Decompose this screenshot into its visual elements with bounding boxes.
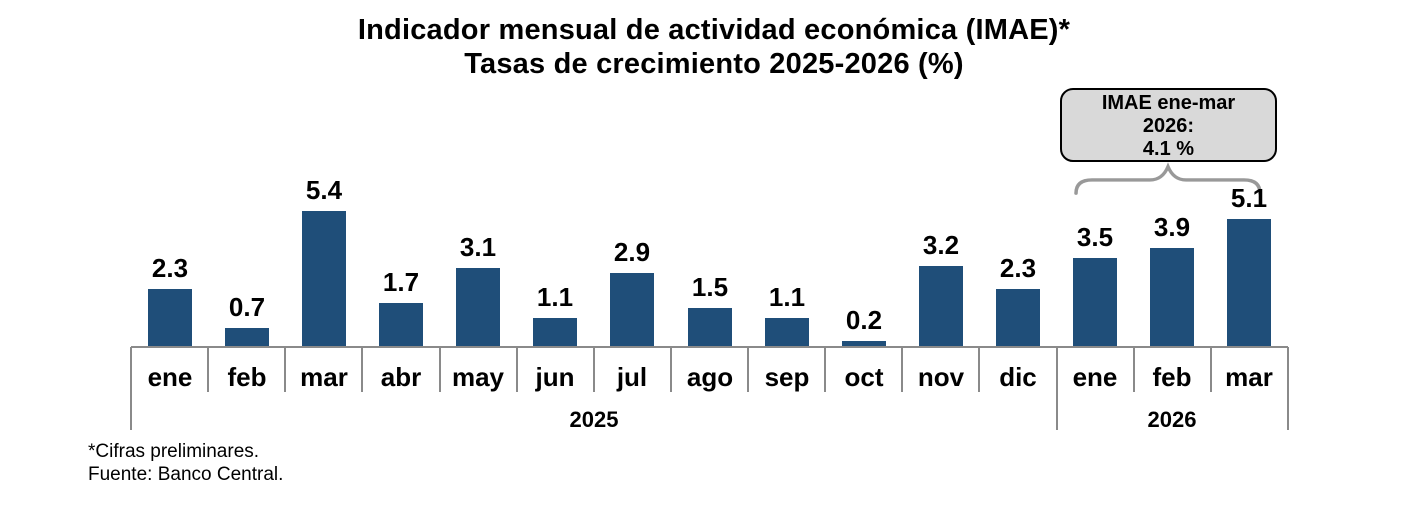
month-label: feb bbox=[227, 362, 267, 392]
bar-mar-14 bbox=[1227, 219, 1271, 346]
month-label: ene bbox=[1072, 362, 1118, 392]
value-label: 2.3 bbox=[151, 253, 189, 283]
value-label: 3.5 bbox=[1076, 222, 1114, 252]
axis-tick-minor bbox=[747, 347, 750, 392]
value-label: 3.9 bbox=[1153, 212, 1191, 242]
bar-feb-1 bbox=[225, 328, 269, 346]
annotation-box-line1: IMAE ene-mar bbox=[1101, 92, 1236, 114]
footnotes: *Cifras preliminares. Fuente: Banco Cent… bbox=[88, 440, 283, 486]
bar-jul-6 bbox=[610, 273, 654, 346]
value-label: 1.1 bbox=[536, 282, 574, 312]
chart-title: Indicador mensual de actividad económica… bbox=[0, 13, 1428, 81]
month-label: sep bbox=[764, 362, 810, 392]
value-label: 5.1 bbox=[1230, 183, 1268, 213]
bar-ago-7 bbox=[688, 308, 732, 346]
annotation-box-line3: 4.1 % bbox=[1142, 138, 1195, 160]
month-label: feb bbox=[1152, 362, 1192, 392]
axis-tick-minor bbox=[207, 347, 210, 392]
bar-dic-11 bbox=[996, 289, 1040, 346]
bar-sep-8 bbox=[765, 318, 809, 346]
value-label: 1.5 bbox=[691, 272, 729, 302]
value-label: 2.3 bbox=[999, 253, 1037, 283]
axis-tick-major bbox=[130, 347, 132, 430]
bar-ene-0 bbox=[148, 289, 192, 346]
month-label: abr bbox=[380, 362, 422, 392]
month-label: may bbox=[451, 362, 505, 392]
value-label: 0.2 bbox=[845, 305, 883, 335]
month-label: oct bbox=[844, 362, 884, 392]
value-label: 0.7 bbox=[228, 292, 266, 322]
axis-tick-minor bbox=[1209, 347, 1212, 392]
axis-tick-minor bbox=[361, 347, 364, 392]
year-label-2025: 2025 bbox=[569, 407, 619, 432]
value-label: 5.4 bbox=[305, 175, 343, 205]
value-label: 1.1 bbox=[768, 282, 806, 312]
month-label: dic bbox=[999, 362, 1037, 392]
axis-tick-minor bbox=[669, 347, 672, 392]
axis-tick-major bbox=[1055, 347, 1058, 430]
footnote-preliminary: *Cifras preliminares. bbox=[88, 441, 260, 462]
year-label-2026: 2026 bbox=[1147, 407, 1197, 432]
month-label: nov bbox=[917, 362, 965, 392]
annotation-box: IMAE ene-mar 2026: 4.1 % bbox=[1060, 88, 1277, 162]
axis-tick-major bbox=[1287, 347, 1289, 430]
month-label: mar bbox=[300, 362, 348, 392]
value-label: 3.1 bbox=[459, 232, 497, 262]
bar-feb-13 bbox=[1150, 248, 1194, 346]
bar-jun-5 bbox=[533, 318, 577, 346]
month-label: ago bbox=[686, 362, 734, 392]
axis-tick-minor bbox=[515, 347, 518, 392]
annotation-box-line2: 2026: bbox=[1142, 115, 1195, 137]
bar-abr-3 bbox=[379, 303, 423, 346]
month-label: ene bbox=[147, 362, 193, 392]
axis-tick-minor bbox=[1132, 347, 1135, 392]
curly-brace-icon bbox=[1074, 162, 1262, 195]
value-label: 1.7 bbox=[382, 267, 420, 297]
month-label: jun bbox=[535, 362, 575, 392]
bar-mar-2 bbox=[302, 211, 346, 346]
bar-nov-10 bbox=[919, 266, 963, 346]
month-label: mar bbox=[1225, 362, 1273, 392]
axis-tick-minor bbox=[978, 347, 981, 392]
axis-tick-minor bbox=[824, 347, 827, 392]
axis-tick-minor bbox=[438, 347, 441, 392]
value-label: 3.2 bbox=[922, 230, 960, 260]
value-label: 2.9 bbox=[613, 237, 651, 267]
axis-tick-minor bbox=[901, 347, 904, 392]
footnote-source: Fuente: Banco Central. bbox=[88, 464, 284, 485]
chart-subtitle: Tasas de crecimiento 2025-2026 (%) bbox=[464, 48, 964, 80]
bar-oct-9 bbox=[842, 341, 886, 346]
bar-may-4 bbox=[456, 268, 500, 346]
month-label: jul bbox=[616, 362, 648, 392]
chart-title-line1: Indicador mensual de actividad económica… bbox=[357, 14, 1071, 46]
x-axis-line bbox=[131, 346, 1288, 348]
axis-tick-minor bbox=[592, 347, 595, 392]
axis-tick-minor bbox=[284, 347, 287, 392]
bar-ene-12 bbox=[1073, 258, 1117, 346]
